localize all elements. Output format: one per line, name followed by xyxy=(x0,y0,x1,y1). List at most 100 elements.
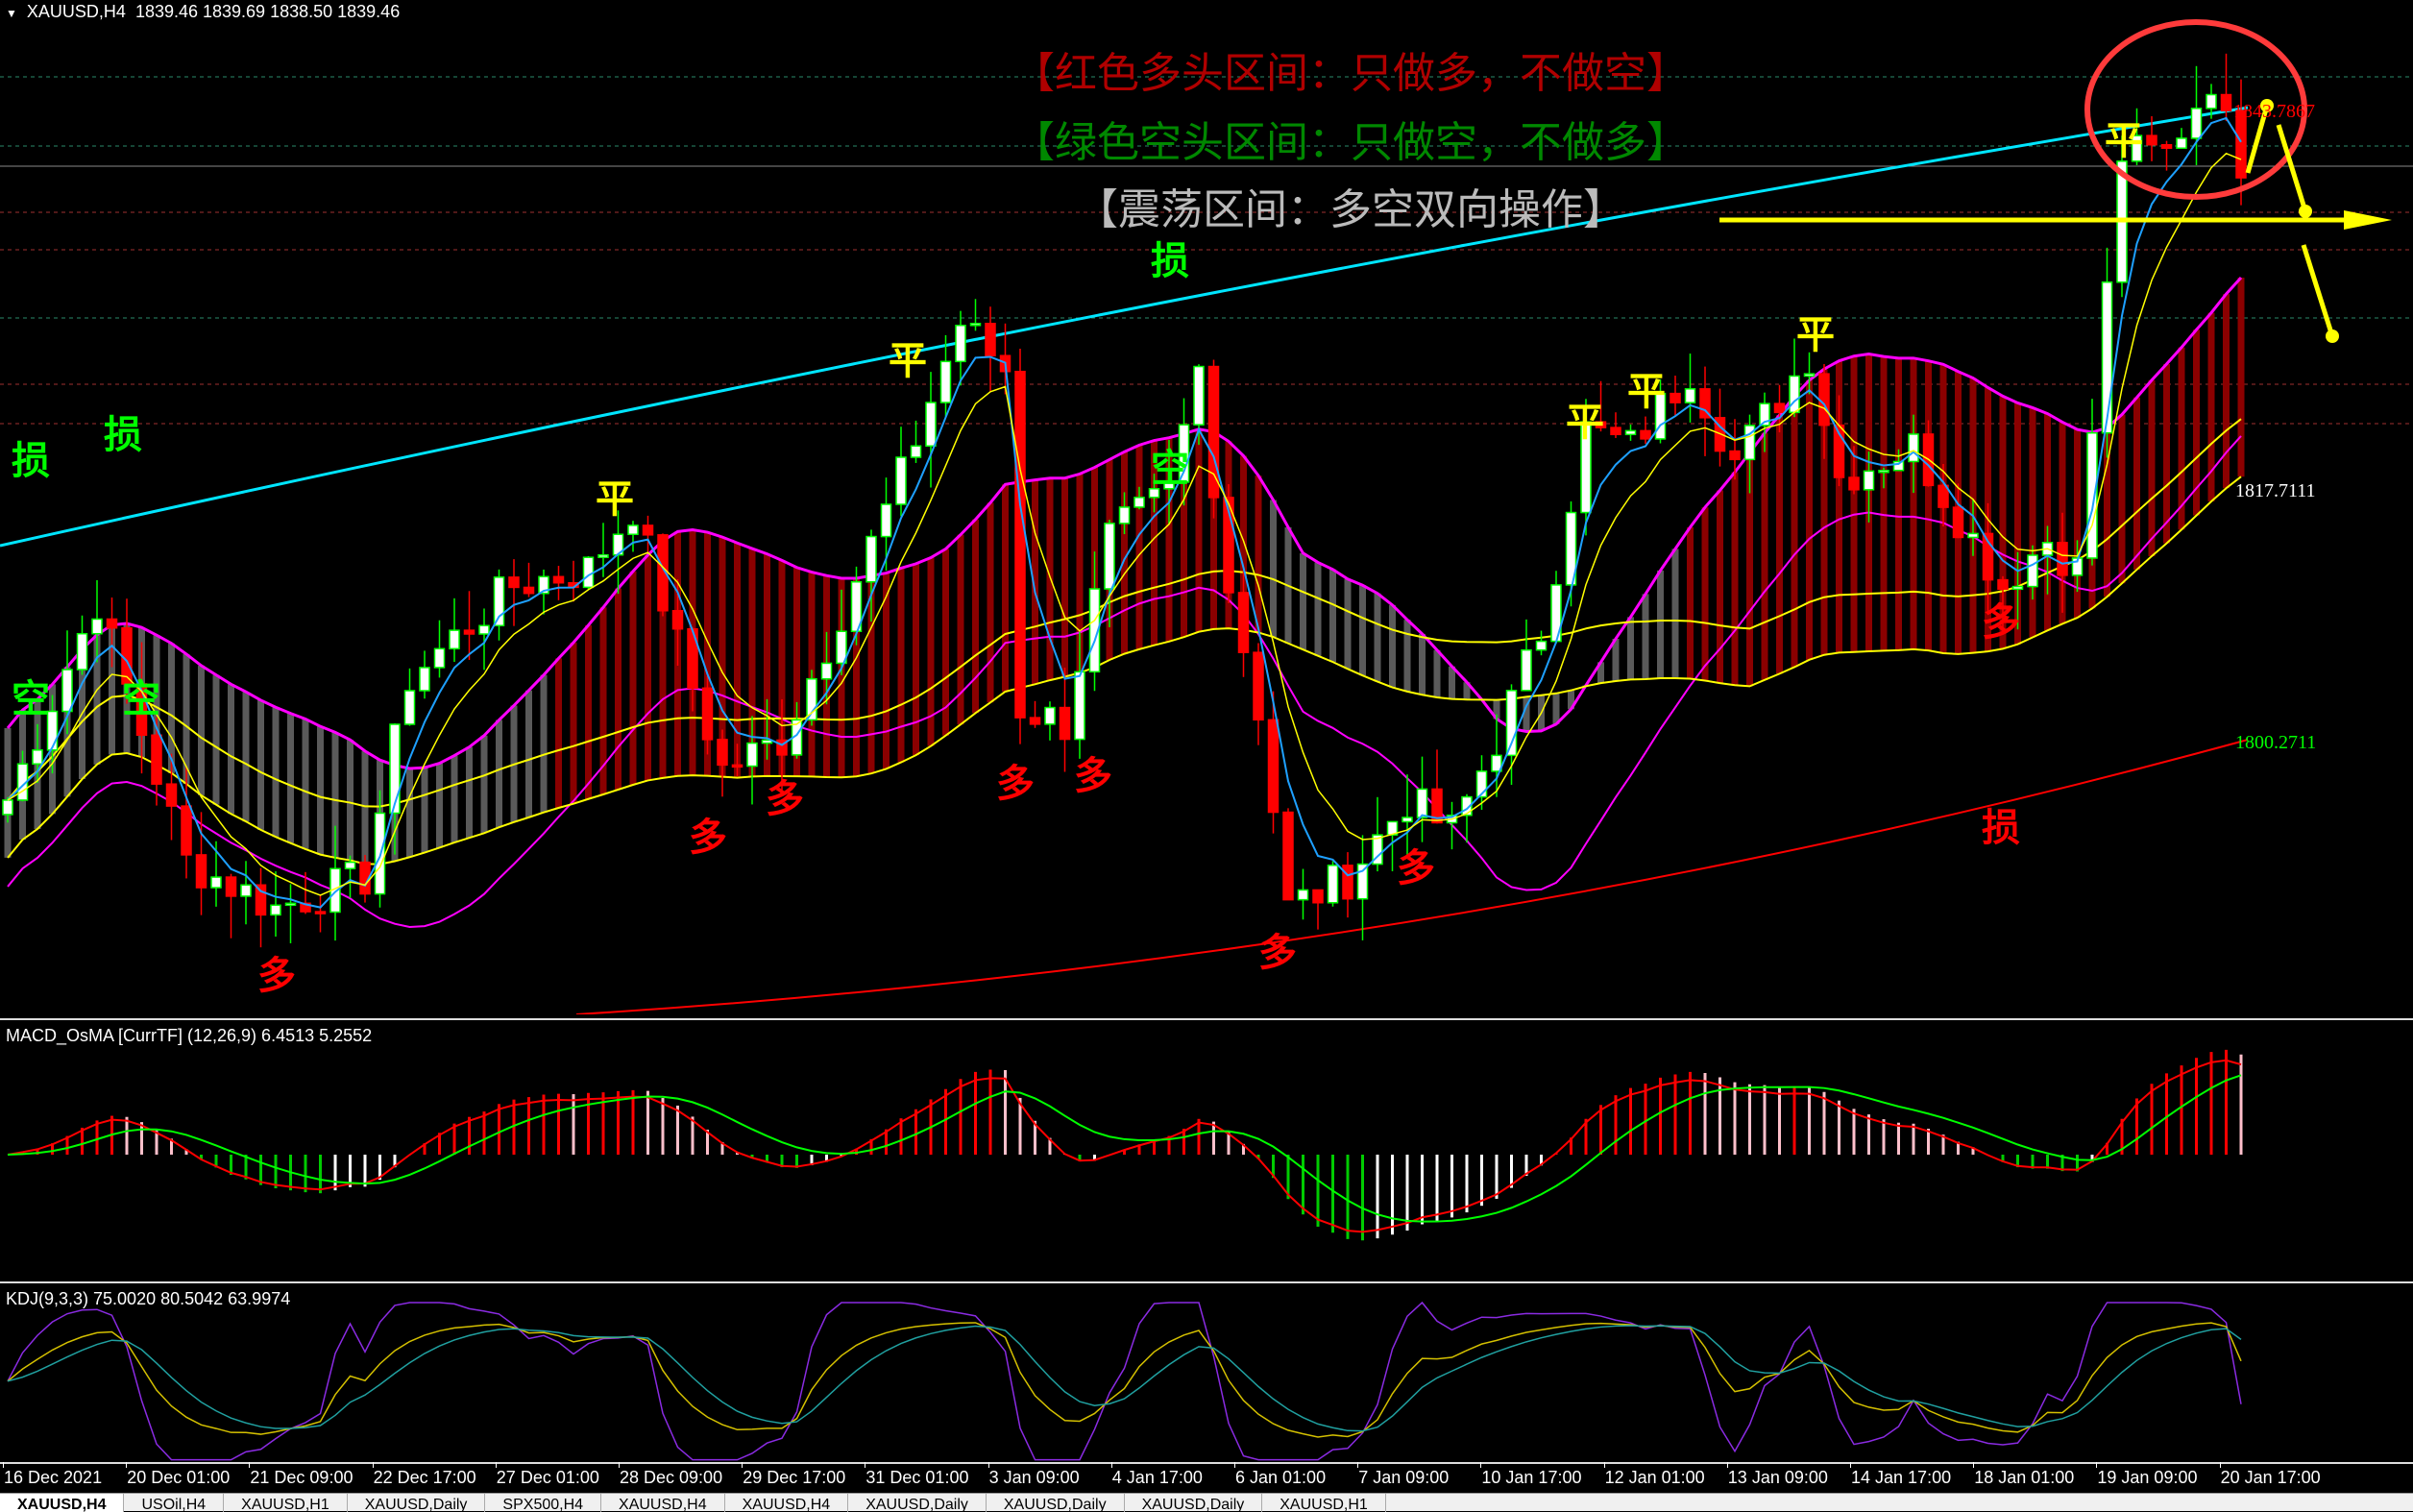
bull-candle xyxy=(46,710,59,751)
bear-candle xyxy=(1282,811,1294,901)
bear-candle xyxy=(151,734,162,785)
bear-candle xyxy=(1342,865,1353,900)
bull-candle xyxy=(1535,640,1548,651)
kdj-panel[interactable]: KDJ(9,3,3) 75.0020 80.5042 63.9974 xyxy=(0,1281,2413,1462)
bull-candle xyxy=(32,749,43,766)
arrow-head-icon xyxy=(2344,210,2392,230)
macd-panel[interactable]: MACD_OsMA [CurrTF] (12,26,9) 6.4513 5.25… xyxy=(0,1018,2413,1278)
cyan-envelope-line xyxy=(0,106,2249,548)
arrow-head-icon xyxy=(2326,329,2339,343)
bull-candle xyxy=(955,325,966,363)
bull-candle xyxy=(1044,706,1056,725)
bear-candle xyxy=(1699,388,1711,419)
signal-marker: 平 xyxy=(1627,370,1666,414)
ohlc-values: 1839.46 1839.69 1838.50 1839.46 xyxy=(134,2,401,21)
yellow-arrow xyxy=(2276,124,2308,212)
bull-candle xyxy=(1743,425,1756,461)
bear-candle xyxy=(717,739,728,767)
bear-candle xyxy=(2057,542,2068,576)
chart-tab[interactable]: SPX500,H4 xyxy=(485,1494,602,1512)
bear-candle xyxy=(300,902,311,913)
chart-tab[interactable]: XAUUSD,H4 xyxy=(725,1494,849,1512)
chart-tab[interactable]: XAUUSD,Daily xyxy=(1125,1494,1263,1512)
bear-candle xyxy=(1253,651,1264,721)
bull-candle xyxy=(389,723,401,815)
collapse-triangle-icon[interactable]: ▼ xyxy=(6,7,17,20)
bear-candle xyxy=(1237,592,1250,653)
bear-candle xyxy=(523,586,535,595)
bull-zone-banner: 【红色多头区间：只做多，不做空】 xyxy=(1012,49,1689,98)
bull-candle xyxy=(1133,497,1145,508)
signal-marker: 空 xyxy=(122,677,160,721)
bull-candle xyxy=(1193,365,1205,426)
time-tick-label: 21 Dec 09:00 xyxy=(250,1468,353,1487)
chart-tabs: XAUUSD,H4 USOil,H4 XAUUSD,H1 XAUUSD,Daily SP… xyxy=(0,1493,2413,1512)
bear-candle xyxy=(463,629,475,635)
time-tick-label: 22 Dec 17:00 xyxy=(373,1468,476,1487)
bull-candle xyxy=(1624,429,1637,436)
bull-candle xyxy=(61,669,73,713)
bear-candle xyxy=(1670,392,1681,403)
signal-marker: 损 xyxy=(1151,239,1189,283)
bear-candle xyxy=(776,739,788,756)
bull-candle xyxy=(1684,388,1696,403)
bull-candle xyxy=(582,556,595,589)
bear-candle xyxy=(135,683,148,737)
time-tick-label: 4 Jan 17:00 xyxy=(1111,1468,1203,1487)
bear-candle xyxy=(314,911,327,915)
bull-candle xyxy=(1118,506,1131,524)
chart-header: ▼ XAUUSD,H4 1839.46 1839.69 1838.50 1839.… xyxy=(6,2,400,22)
bull-candle xyxy=(1789,375,1800,414)
signal-marker: 损 xyxy=(12,439,50,483)
bull-candle xyxy=(2206,93,2217,110)
chart-tab[interactable]: XAUUSD,Daily xyxy=(348,1494,486,1512)
chart-tab[interactable]: XAUUSD,H1 xyxy=(224,1494,348,1512)
chart-tab[interactable]: XAUUSD,Daily xyxy=(987,1494,1125,1512)
bull-candle xyxy=(1521,648,1532,692)
chart-tab[interactable]: XAUUSD,Daily xyxy=(848,1494,987,1512)
bull-candle xyxy=(270,904,281,916)
bear-candle xyxy=(1729,450,1741,461)
time-tick-mark xyxy=(1110,1462,1112,1468)
bull-candle xyxy=(1863,470,1875,491)
bull-candle xyxy=(1074,671,1085,741)
bull-candle xyxy=(1327,865,1339,904)
time-tick-label: 3 Jan 09:00 xyxy=(988,1468,1080,1487)
time-tick-mark xyxy=(1726,1462,1728,1468)
macd-chart xyxy=(7,1049,2243,1241)
bull-candle xyxy=(1654,392,1667,440)
time-tick-mark xyxy=(3,1462,4,1468)
bull-candle xyxy=(1580,421,1592,514)
kdj-j-line xyxy=(7,1301,2242,1461)
chart-tab[interactable]: XAUUSD,H1 xyxy=(1262,1494,1386,1512)
main-chart-panel[interactable]: ▼ XAUUSD,H4 1839.46 1839.69 1838.50 1839.… xyxy=(0,0,2413,1014)
time-tick-label: 20 Jan 17:00 xyxy=(2220,1468,2321,1487)
bear-candle xyxy=(181,805,192,856)
time-tick-mark xyxy=(2096,1462,2098,1468)
bull-candle xyxy=(91,618,103,635)
bull-candle xyxy=(1416,788,1428,818)
bull-candle xyxy=(433,647,446,669)
signal-marker: 损 xyxy=(104,413,142,457)
bear-candle xyxy=(1059,706,1071,741)
bull-candle xyxy=(478,624,490,635)
bear-candle xyxy=(508,576,520,589)
bull-candle xyxy=(1565,511,1577,586)
time-tick-label: 29 Dec 17:00 xyxy=(743,1468,846,1487)
bull-candle xyxy=(925,402,937,448)
signal-marker: 损 xyxy=(1982,806,2020,850)
bear-candle xyxy=(2146,134,2157,146)
range-zone-banner: 【震荡区间：多空双向操作】 xyxy=(1076,185,1625,234)
bear-candle xyxy=(1773,402,1786,414)
bear-candle xyxy=(1029,717,1041,725)
chart-tab[interactable]: XAUUSD,H4 xyxy=(0,1494,125,1512)
chart-tab[interactable]: USOil,H4 xyxy=(124,1494,225,1512)
signal-marker: 多 xyxy=(1397,846,1435,890)
time-tick-label: 10 Jan 17:00 xyxy=(1481,1468,1582,1487)
chart-tab[interactable]: XAUUSD,H4 xyxy=(601,1494,725,1512)
bear-candle xyxy=(1952,506,1964,539)
bull-candle xyxy=(1505,690,1518,757)
bull-candle xyxy=(2011,585,2024,591)
bull-candle xyxy=(820,662,833,680)
kdj-k-line xyxy=(7,1322,2242,1438)
